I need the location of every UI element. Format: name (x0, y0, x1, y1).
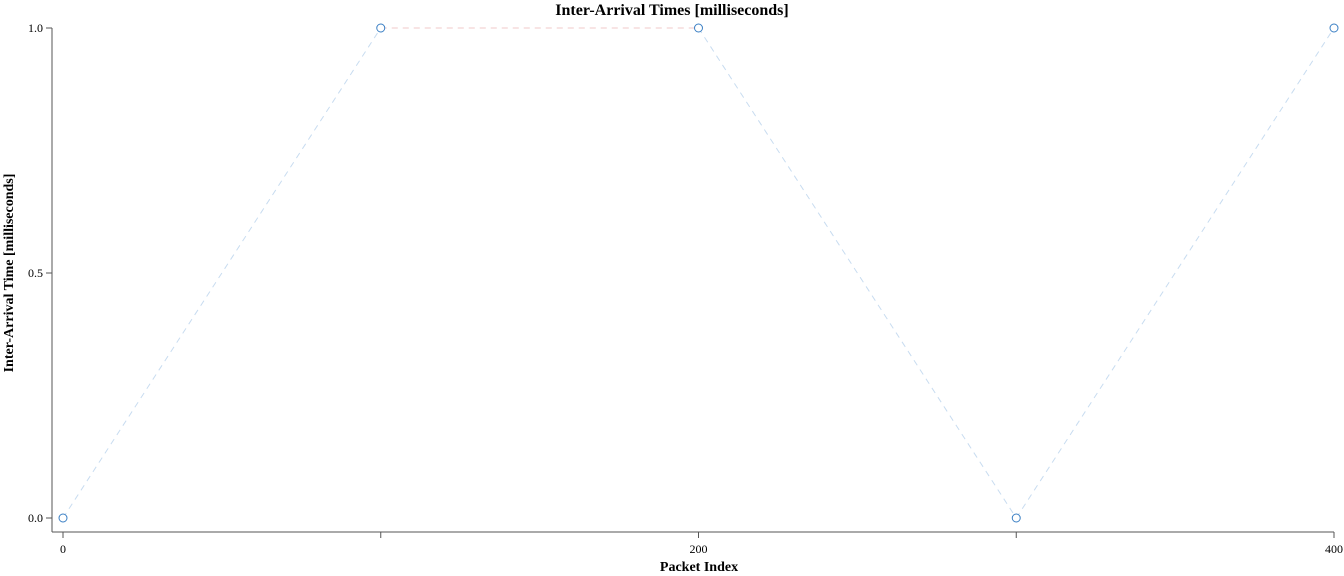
series-group (58, 23, 1339, 523)
data-point (694, 23, 703, 33)
y-tick-label: 1.0 (28, 21, 43, 35)
series-line-segment (698, 27, 1017, 519)
x-ticks: 0 200 400 (60, 532, 1343, 556)
x-tick-label: 200 (690, 542, 708, 556)
x-tick-label: 0 (60, 542, 66, 556)
y-ticks: 0.0 0.5 1.0 (28, 21, 52, 525)
series-line-segment (1015, 27, 1335, 519)
y-axis-label: Inter-Arrival Time [milliseconds] (2, 174, 17, 373)
x-axis-label: Packet Index (660, 560, 738, 575)
data-point (376, 23, 386, 33)
series-line-segment (62, 27, 382, 519)
x-tick-label: 400 (1325, 542, 1343, 556)
chart-title: Inter-Arrival Times [milliseconds] (555, 2, 788, 19)
y-tick-label: 0.5 (28, 266, 43, 280)
data-point (1011, 513, 1021, 523)
data-point (58, 513, 68, 523)
axes (51, 28, 1334, 533)
y-tick-label: 0.0 (28, 511, 43, 525)
data-point (1329, 23, 1339, 33)
